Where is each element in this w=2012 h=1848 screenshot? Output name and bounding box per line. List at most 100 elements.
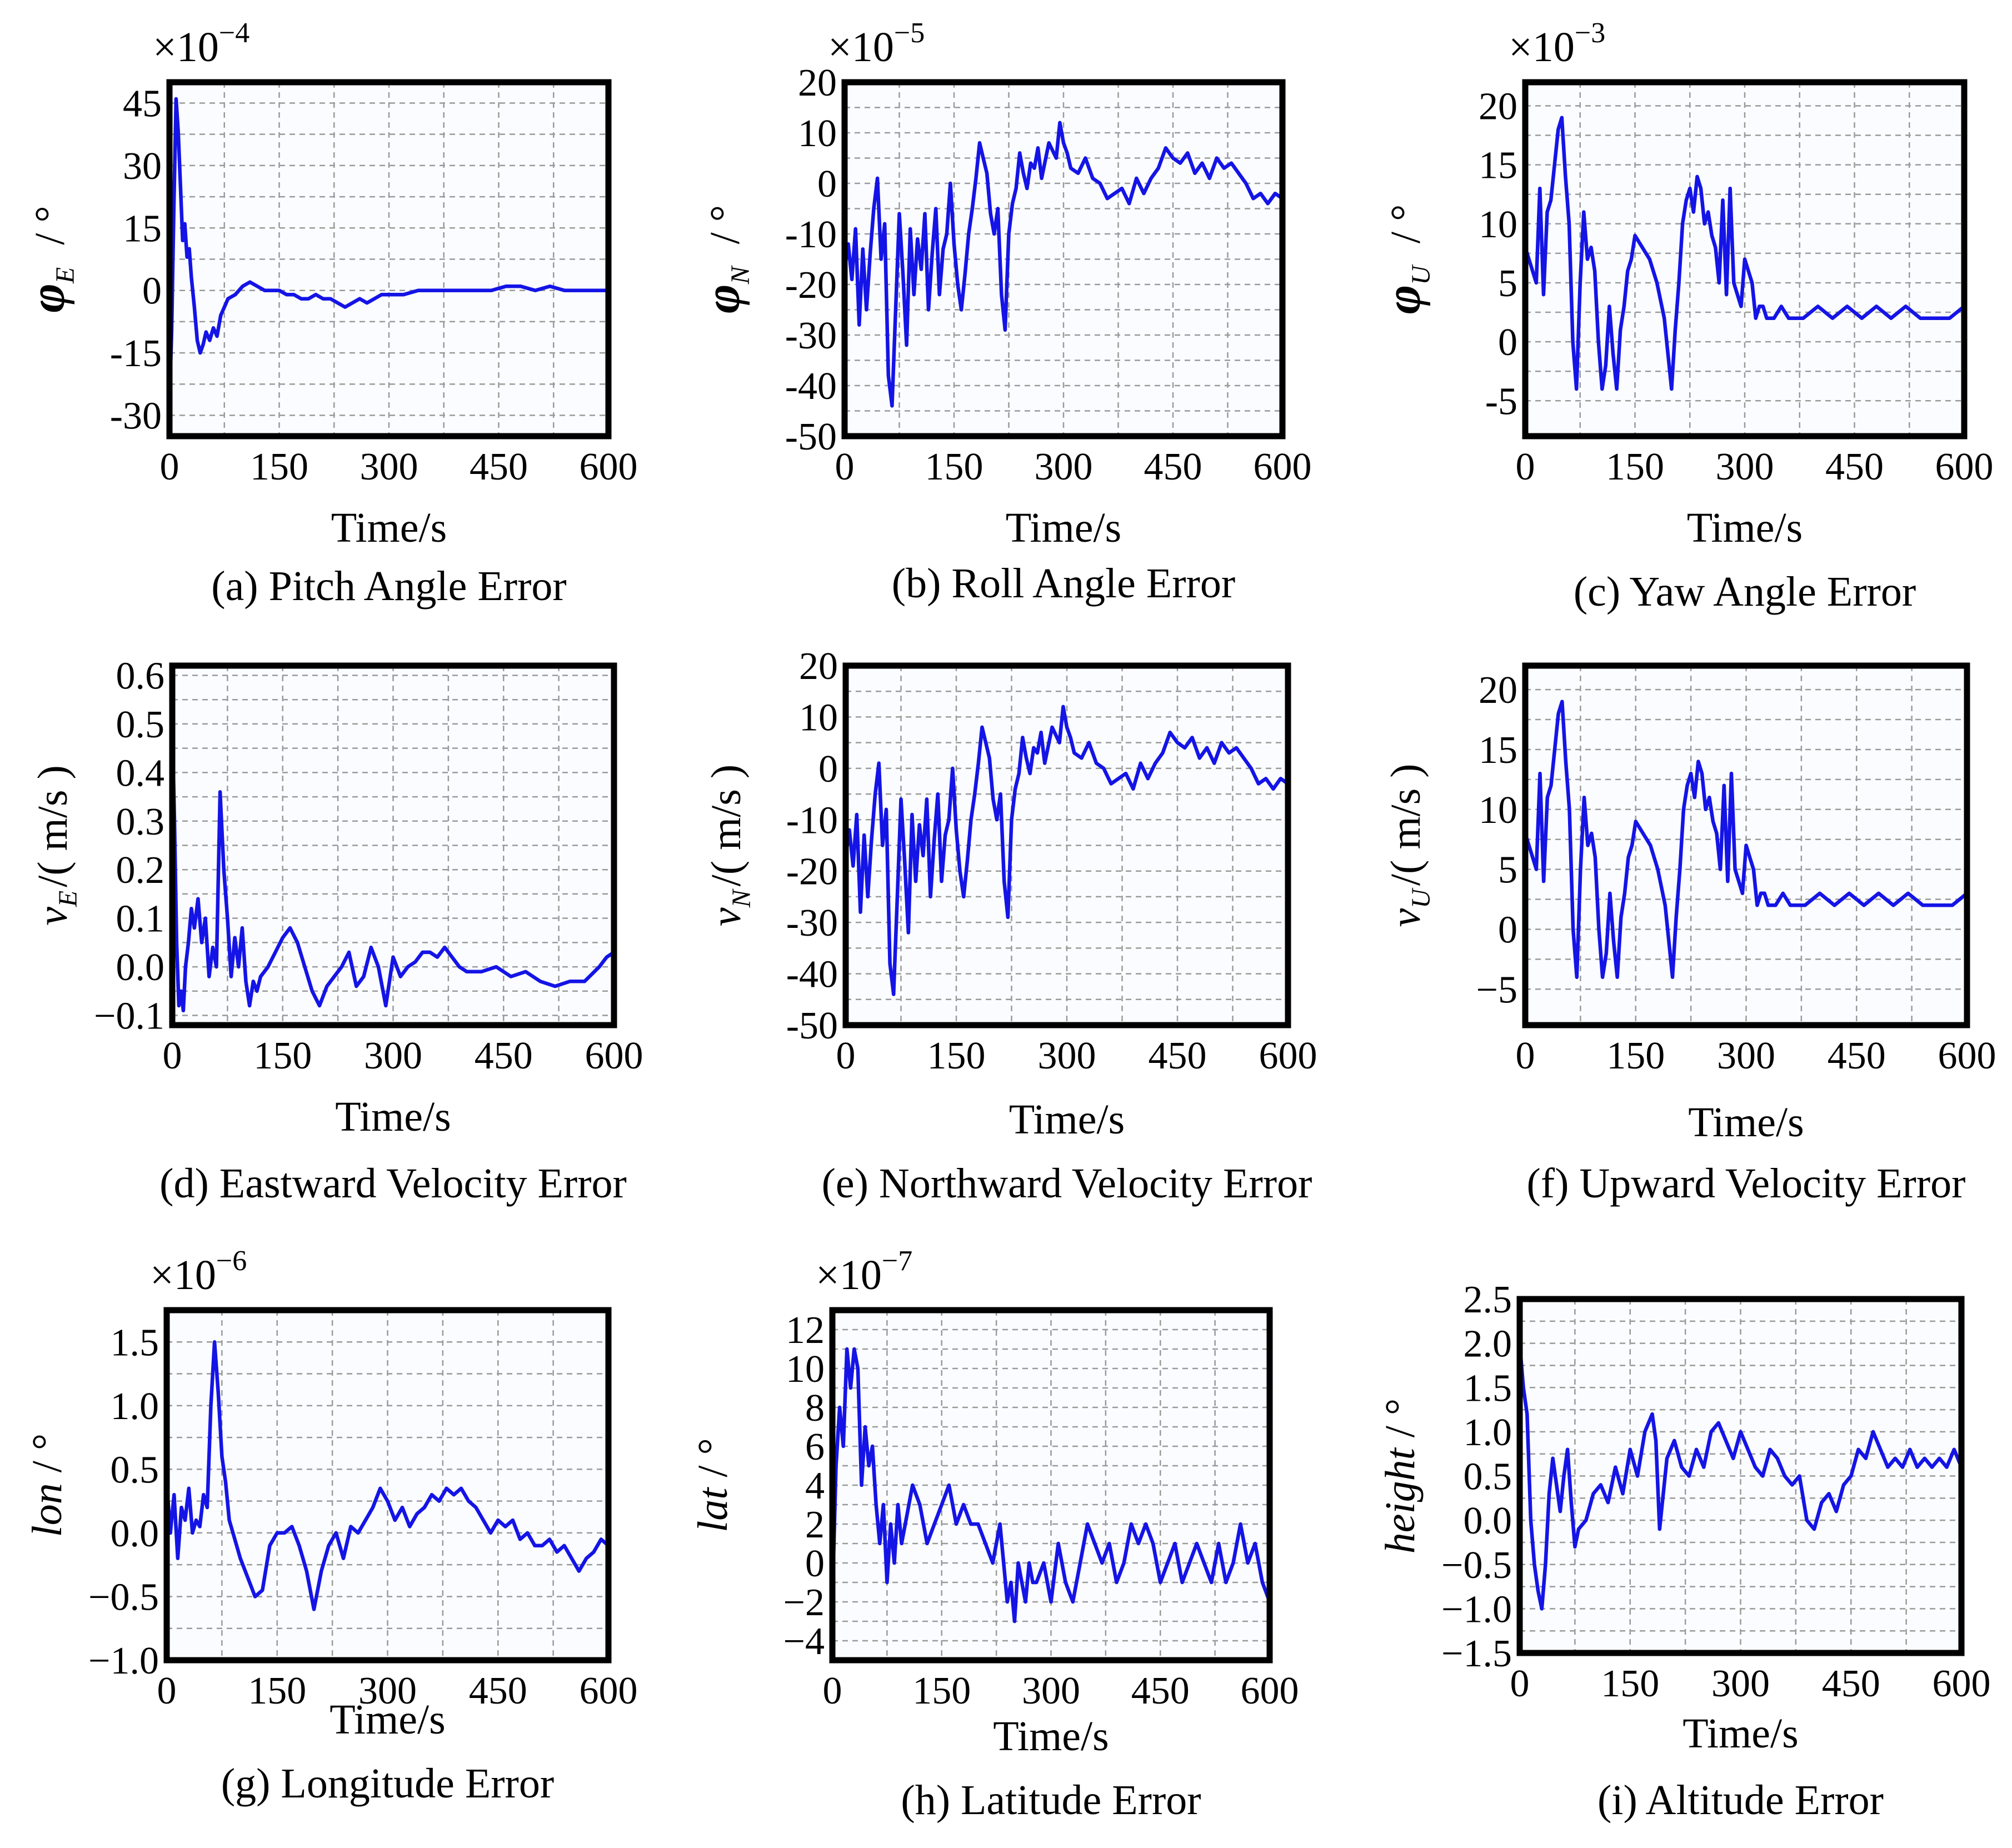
- x-tick-label: 150: [1606, 1035, 1665, 1077]
- chart-panel-c: 0 150 300 450 600 20 15 10 5 0 -5 ×10−3 Time/s φU/ ° (…: [1376, 17, 1994, 615]
- axis-multiplier: ×10−3: [1509, 17, 1605, 71]
- x-tick-label: 150: [927, 1035, 986, 1077]
- y-tick-label: -5: [1485, 380, 1517, 423]
- y-tick-label: 0.5: [111, 1449, 159, 1491]
- series-line-c-0: [1523, 116, 1966, 391]
- y-tick-label: -30: [786, 902, 838, 945]
- chart-panel-b: 0 150 300 450 600 20 10 0 -10 -20 -30 -40 -50 ×10−5 Ti…: [695, 17, 1312, 607]
- y-tick-label: 0.5: [1464, 1456, 1512, 1499]
- x-tick-label: 600: [580, 446, 638, 488]
- x-tick-label: 450: [470, 446, 528, 488]
- x-tick-label: 600: [1935, 446, 1994, 488]
- y-tick-label: 45: [123, 82, 162, 125]
- y-axis-label: φU/ °: [1376, 204, 1436, 314]
- chart-caption: (e) Northward Velocity Error: [822, 1160, 1312, 1207]
- plot-frame: [166, 79, 612, 439]
- y-tick-label: 10: [1479, 203, 1517, 246]
- y-axis-label: φN/ °: [695, 205, 755, 313]
- y-tick-label: 6: [805, 1426, 825, 1469]
- x-tick-label: 0: [157, 1670, 177, 1712]
- x-tick-label: 450: [1131, 1670, 1190, 1712]
- plot-frame: [841, 79, 1286, 439]
- x-tick-label: 300: [1711, 1662, 1770, 1705]
- y-tick-label: 20: [1479, 85, 1517, 128]
- y-tick-label: 10: [798, 112, 837, 155]
- y-tick-label: 0.6: [116, 655, 165, 697]
- x-tick-label: 450: [1825, 446, 1884, 488]
- y-tick-label: -50: [786, 1005, 838, 1047]
- x-tick-label: 300: [1022, 1670, 1080, 1712]
- y-tick-label: -40: [785, 365, 837, 408]
- x-tick-label: 300: [1038, 1035, 1096, 1077]
- series-line-f-0: [1523, 700, 1969, 979]
- y-tick-label: 0.5: [116, 703, 165, 746]
- y-tick-label: 1.0: [111, 1385, 159, 1428]
- y-tick-label: −5: [1476, 968, 1517, 1011]
- x-tick-label: 0: [835, 446, 855, 488]
- y-tick-label: 0.2: [116, 849, 165, 892]
- y-tick-label: 0: [1498, 908, 1517, 951]
- series-line-e-0: [843, 705, 1290, 996]
- y-tick-label: 0.0: [111, 1512, 159, 1555]
- x-tick-label: 300: [360, 446, 418, 488]
- x-tick-label: 600: [1241, 1670, 1299, 1712]
- chart-caption: (d) Eastward Velocity Error: [159, 1160, 627, 1207]
- x-tick-label: 0: [1516, 446, 1535, 488]
- y-tick-label: −2: [783, 1581, 825, 1624]
- y-tick-label: 20: [798, 62, 837, 104]
- y-tick-label: 0.3: [116, 801, 165, 843]
- x-tick-label: 150: [1606, 446, 1664, 488]
- x-tick-label: 150: [250, 446, 308, 488]
- x-tick-label: 600: [585, 1035, 643, 1077]
- x-tick-label: 150: [912, 1670, 971, 1712]
- y-tick-label: 12: [786, 1309, 825, 1352]
- x-tick-label: 600: [1254, 446, 1312, 488]
- x-tick-label: 300: [1716, 446, 1774, 488]
- chart-caption: (h) Latitude Error: [901, 1777, 1201, 1824]
- plot-frame: [169, 662, 617, 1028]
- y-tick-label: -30: [785, 314, 837, 357]
- y-tick-label: 30: [123, 145, 162, 188]
- y-tick-label: −1.5: [1441, 1632, 1512, 1675]
- y-tick-label: -30: [110, 395, 162, 438]
- x-tick-label: 450: [1828, 1035, 1886, 1077]
- y-axis-label: vU/( m/s ): [1382, 764, 1436, 927]
- y-tick-label: -20: [786, 851, 838, 893]
- axis-multiplier: ×10−5: [828, 17, 925, 71]
- x-axis-label: Time/s: [1687, 505, 1803, 551]
- plot-frame: [1522, 662, 1970, 1028]
- chart-panel-i: 0 150 300 450 600 2.52.01.51.00.50.0−0.5−1.0−…: [1377, 1278, 1991, 1824]
- axis-multiplier: ×10−4: [153, 17, 249, 71]
- series-line-d-0: [170, 722, 616, 1013]
- x-tick-label: 300: [1717, 1035, 1775, 1077]
- chart-caption: (b) Roll Angle Error: [892, 560, 1235, 607]
- y-tick-label: 2.0: [1464, 1323, 1512, 1366]
- series-line-h-0: [830, 1347, 1272, 1624]
- series-line-i-0: [1517, 1341, 1964, 1611]
- chart-caption: (g) Longitude Error: [221, 1760, 554, 1807]
- y-tick-label: −1.0: [88, 1640, 159, 1682]
- chart-caption: (i) Altitude Error: [1597, 1777, 1884, 1824]
- x-axis-label: Time/s: [1006, 505, 1121, 551]
- x-tick-label: 150: [1601, 1662, 1659, 1705]
- y-axis-label: vN/( m/s ): [703, 765, 756, 926]
- x-tick-label: 600: [1933, 1662, 1991, 1705]
- y-tick-label: 2.5: [1464, 1278, 1512, 1321]
- y-tick-label: 1.5: [1464, 1367, 1512, 1410]
- chart-panel-d: 0 150 300 450 600 0.6 0.5 0.4 0.3 0.2 0.1 0.0 −0.1 Ti…: [29, 655, 643, 1207]
- y-tick-label: 0: [142, 270, 162, 313]
- chart-panel-a: 0 150 300 450 6004530150-15-30×10−4Time/sφE/…: [20, 17, 638, 610]
- x-tick-label: 150: [253, 1035, 312, 1077]
- x-axis-label: Time/s: [993, 1713, 1109, 1760]
- axis-multiplier: ×10−7: [816, 1245, 912, 1298]
- y-axis-label: height / °: [1377, 1399, 1424, 1554]
- y-tick-label: −0.1: [94, 995, 164, 1038]
- chart-panel-f: 0 150 300 450 600 20 15 10 5 0 −5 Time/s vU/( m/s ) (…: [1382, 662, 1996, 1207]
- axis-multiplier: ×10−6: [150, 1245, 247, 1298]
- y-tick-label: 0: [805, 1542, 825, 1585]
- series-line-b-0: [842, 121, 1285, 408]
- x-tick-label: 300: [1035, 446, 1093, 488]
- x-tick-label: 450: [469, 1670, 527, 1712]
- y-axis-label: vE/( m/s ): [29, 765, 83, 926]
